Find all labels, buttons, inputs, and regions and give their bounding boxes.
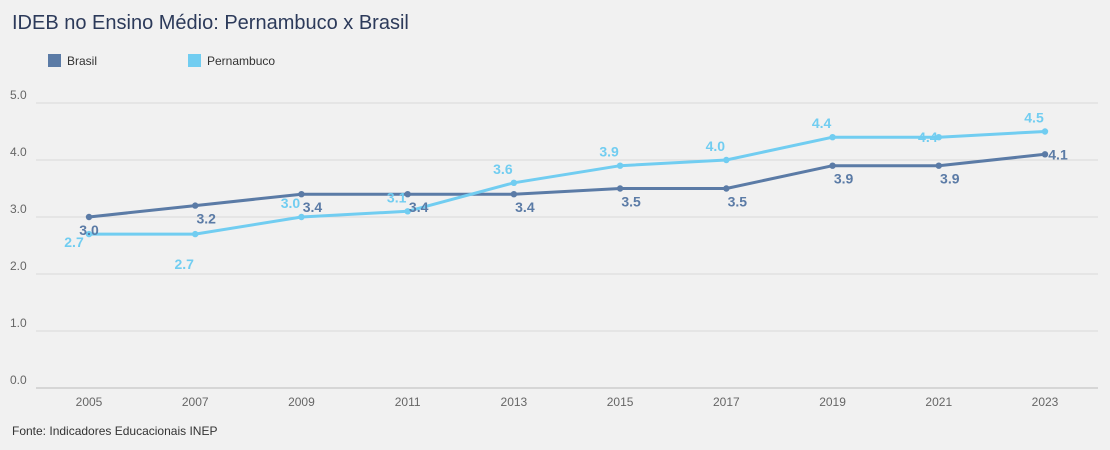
data-label-pernambuco: 4.4 xyxy=(812,115,832,131)
legend-label-brasil: Brasil xyxy=(67,54,98,68)
y-tick-label: 1.0 xyxy=(10,316,27,330)
line-chart: 0.0 1.0 2.0 3.0 4.0 5.0 2005 2007 2009 2011 2013 20… xyxy=(10,88,1098,409)
y-tick-label: 2.0 xyxy=(10,259,27,273)
data-label-pernambuco: 4.5 xyxy=(1024,110,1044,126)
data-point-brasil xyxy=(298,191,305,198)
legend-swatch-brasil xyxy=(48,54,61,67)
data-label-brasil: 4.1 xyxy=(1048,146,1068,162)
data-label-pernambuco: 3.0 xyxy=(281,195,301,211)
data-label-pernambuco: 2.7 xyxy=(174,256,194,272)
legend-item-brasil[interactable]: Brasil xyxy=(48,54,97,68)
data-label-brasil: 3.5 xyxy=(728,194,748,210)
series-line-pernambuco xyxy=(87,130,1047,236)
data-point-brasil xyxy=(829,162,836,169)
data-point-pernambuco xyxy=(935,134,942,141)
series-line-brasil xyxy=(87,152,1047,219)
data-point-brasil xyxy=(723,185,730,192)
source-note: Fonte: Indicadores Educacionais INEP xyxy=(12,424,218,438)
x-tick-label: 2021 xyxy=(925,395,952,409)
x-tick-label: 2013 xyxy=(501,395,528,409)
x-tick-label: 2017 xyxy=(713,395,740,409)
data-point-brasil xyxy=(1041,151,1049,158)
data-point-pernambuco xyxy=(192,230,199,238)
data-label-brasil: 3.4 xyxy=(409,199,429,215)
legend-item-pernambuco[interactable]: Pernambuco xyxy=(188,54,275,68)
legend-label-pernambuco: Pernambuco xyxy=(207,54,276,68)
data-label-brasil: 3.4 xyxy=(303,199,323,215)
y-tick-label: 5.0 xyxy=(10,88,27,102)
data-point-brasil xyxy=(192,202,199,209)
data-point-pernambuco xyxy=(829,134,836,141)
data-point-pernambuco xyxy=(616,162,624,169)
data-point-pernambuco xyxy=(404,208,411,215)
data-label-brasil: 3.5 xyxy=(621,194,641,210)
x-tick-label: 2005 xyxy=(76,395,103,409)
data-point-brasil xyxy=(85,213,93,221)
data-point-brasil xyxy=(404,191,411,198)
data-label-pernambuco: 3.6 xyxy=(493,161,513,177)
x-tick-label: 2007 xyxy=(182,395,209,409)
data-label-pernambuco: 3.1 xyxy=(387,189,407,205)
x-tick-label: 2019 xyxy=(819,395,846,409)
data-label-brasil: 3.4 xyxy=(515,199,535,215)
x-tick-label: 2015 xyxy=(607,395,634,409)
data-point-brasil xyxy=(935,162,942,169)
data-point-pernambuco xyxy=(298,213,305,221)
y-tick-label: 4.0 xyxy=(10,145,27,159)
chart-title: IDEB no Ensino Médio: Pernambuco x Brasi… xyxy=(12,12,409,34)
x-tick-label: 2011 xyxy=(395,395,421,409)
data-label-pernambuco: 2.7 xyxy=(64,234,84,250)
data-point-pernambuco xyxy=(1041,128,1049,135)
data-point-pernambuco xyxy=(723,156,730,164)
data-point-brasil xyxy=(616,185,624,192)
data-point-brasil xyxy=(510,191,518,198)
data-label-brasil: 3.9 xyxy=(940,171,960,187)
data-label-pernambuco: 4.4 xyxy=(918,129,938,145)
data-label-pernambuco: 3.9 xyxy=(599,144,619,160)
data-point-pernambuco xyxy=(510,179,518,186)
data-point-pernambuco xyxy=(85,230,93,238)
x-tick-label: 2009 xyxy=(288,395,315,409)
data-label-pernambuco: 4.0 xyxy=(706,138,726,154)
x-tick-label: 2023 xyxy=(1032,395,1059,409)
data-label-brasil: 3.0 xyxy=(79,222,99,238)
y-tick-label: 3.0 xyxy=(10,202,27,216)
legend-swatch-pernambuco xyxy=(188,54,201,67)
y-tick-label: 0.0 xyxy=(10,373,27,387)
data-label-brasil: 3.2 xyxy=(196,211,216,227)
data-label-brasil: 3.9 xyxy=(834,171,854,187)
